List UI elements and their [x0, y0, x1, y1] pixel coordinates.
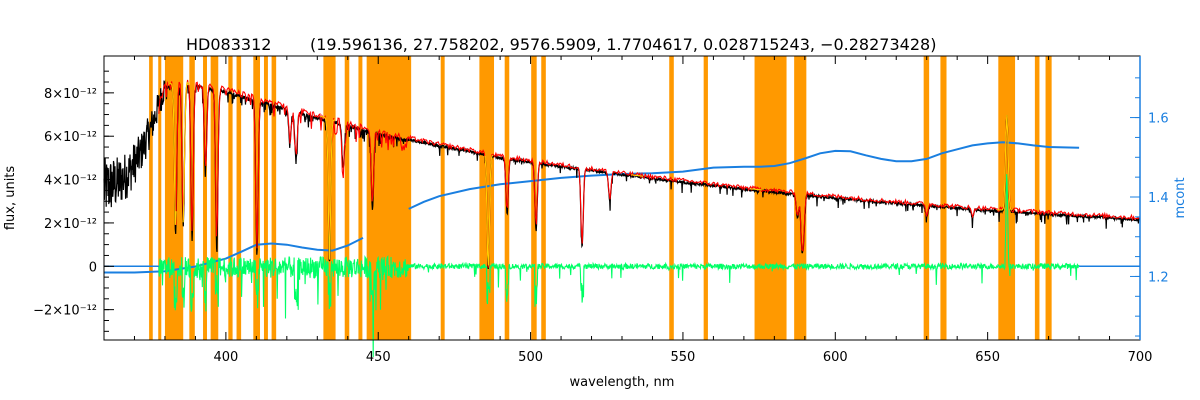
- masked-region: [531, 56, 537, 340]
- x-tick-label: 550: [671, 350, 696, 365]
- masked-region: [210, 56, 219, 340]
- masked-region: [271, 56, 277, 340]
- masked-region: [669, 56, 674, 340]
- y2-tick-label: 1.4: [1148, 191, 1169, 206]
- x-tick-label: 400: [213, 350, 238, 365]
- x-tick-label: 450: [366, 350, 391, 365]
- y-tick-label: 8×10⁻¹²: [44, 87, 97, 102]
- y-tick-label: 6×10⁻¹²: [44, 130, 97, 145]
- masked-region: [940, 56, 947, 340]
- residual-line: [104, 174, 1080, 358]
- model-highlight-line: [749, 188, 762, 191]
- y-tick-label: −2×10⁻¹²: [33, 304, 97, 319]
- model-flux-series: [158, 79, 1140, 268]
- masked-region: [504, 56, 510, 340]
- x-tick-label: 500: [518, 350, 543, 365]
- masked-region: [344, 56, 350, 340]
- model-highlight-line: [320, 115, 336, 260]
- masked-region: [541, 56, 546, 340]
- x-tick-label: 700: [1128, 350, 1153, 365]
- x-tick-label: 650: [975, 350, 1000, 365]
- masked-region: [158, 56, 162, 340]
- masked-region: [189, 56, 195, 340]
- masked-region: [923, 56, 930, 340]
- x-axis-ticks: 400 450 500 550 600 650 700: [103, 56, 1153, 365]
- model-flux-line: [158, 79, 1140, 268]
- y-tick-label: 4×10⁻¹²: [44, 174, 97, 189]
- y-tick-label: 2×10⁻¹²: [44, 217, 97, 232]
- masked-region: [794, 56, 807, 340]
- mcont-line: [408, 141, 1080, 210]
- masked-region: [149, 56, 153, 340]
- y-axis-ticks: −2×10⁻¹² 0 2×10⁻¹² 4×10⁻¹² 6×10⁻¹² 8×10⁻¹²: [33, 70, 114, 332]
- model-highlight-line: [631, 174, 644, 177]
- y2-axis-label: mcont: [1173, 177, 1188, 218]
- masked-region: [263, 56, 268, 340]
- x-tick-label: 600: [823, 350, 848, 365]
- masked-region: [440, 56, 445, 340]
- masked-region: [236, 56, 242, 340]
- masked-region: [1034, 56, 1040, 340]
- y-axis-label: flux, units: [3, 166, 18, 231]
- model-highlight-line: [996, 114, 1012, 211]
- masked-region: [203, 56, 207, 340]
- y2-axis-ticks: 1.2 1.4 1.6: [1130, 56, 1169, 340]
- y2-tick-label: 1.6: [1148, 112, 1169, 127]
- masked-region: [703, 56, 708, 340]
- masked-region: [998, 56, 1016, 340]
- chart-title-params: (19.596136, 27.758202, 9576.5909, 1.7704…: [310, 35, 936, 54]
- y2-tick-label: 1.2: [1148, 270, 1169, 285]
- x-axis-label: wavelength, nm: [570, 375, 675, 390]
- model-highlight-line: [484, 154, 494, 266]
- y-tick-label: 0: [89, 260, 97, 275]
- model-highlight-line: [182, 81, 190, 223]
- masked-region: [754, 56, 787, 340]
- masked-region: [1045, 56, 1052, 340]
- chart-title-object: HD083312: [186, 35, 271, 54]
- masked-region: [358, 56, 363, 340]
- masked-regions: [149, 56, 1052, 340]
- masked-region: [228, 56, 233, 340]
- masked-region: [253, 56, 261, 340]
- model-highlight-line: [167, 83, 177, 225]
